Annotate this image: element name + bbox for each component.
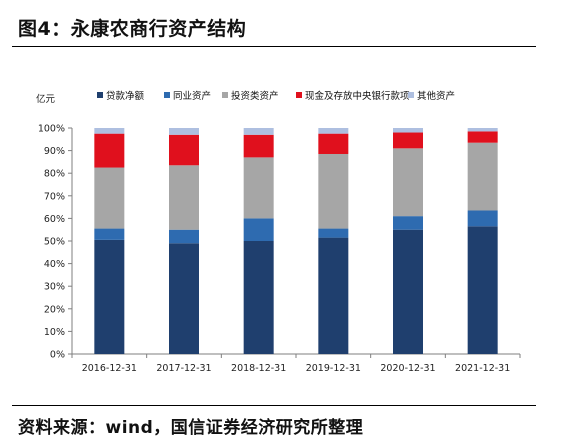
- y-tick-label: 70%: [44, 191, 65, 202]
- bar-segment: [94, 239, 125, 354]
- bar-segment: [467, 128, 498, 132]
- bar-segment: [318, 133, 349, 154]
- source-note: 资料来源：wind，国信证券经济研究所整理: [18, 418, 364, 438]
- source-rule: [12, 405, 536, 406]
- figure-title: 图4：永康农商行资产结构: [18, 18, 247, 40]
- bar-segment: [94, 133, 125, 168]
- bar-segment: [243, 134, 274, 158]
- x-tick-label: 2020-12-31: [380, 363, 435, 374]
- unit-label: 亿元: [36, 93, 56, 105]
- bar-segment: [243, 218, 274, 241]
- y-tick-label: 40%: [44, 259, 65, 270]
- legend-swatch: [408, 92, 414, 98]
- bar-segment: [467, 210, 498, 227]
- legend-label: 投资类资产: [231, 90, 279, 102]
- bar-segment: [318, 228, 349, 238]
- bar-segment: [94, 128, 125, 134]
- x-tick-label: 2021-12-31: [455, 363, 510, 374]
- bar-segment: [318, 153, 349, 229]
- legend-label: 其他资产: [417, 90, 455, 102]
- y-tick-label: 30%: [44, 282, 65, 293]
- bar-segment: [318, 237, 349, 354]
- bar-segment: [243, 157, 274, 219]
- title-rule: [12, 46, 536, 47]
- y-tick-label: 20%: [44, 304, 65, 315]
- bar-segment: [169, 229, 199, 244]
- x-tick-label: 2018-12-31: [231, 363, 286, 374]
- bar-segment: [467, 131, 498, 143]
- y-tick-label: 50%: [44, 237, 65, 248]
- bar-segment: [467, 142, 498, 211]
- x-tick-label: 2016-12-31: [82, 363, 137, 374]
- legend-swatch: [97, 92, 103, 98]
- bar-segment: [243, 128, 274, 135]
- bar-segment: [393, 229, 423, 354]
- legend-label: 贷款净额: [106, 90, 145, 102]
- legend-swatch: [296, 92, 302, 98]
- bar-segment: [94, 167, 125, 229]
- bar-segment: [243, 241, 274, 354]
- bar-segment: [169, 128, 199, 135]
- y-tick-label: 10%: [44, 327, 65, 338]
- legend-swatch: [222, 92, 228, 98]
- legend-label: 同业资产: [173, 90, 211, 102]
- x-tick-label: 2019-12-31: [306, 363, 361, 374]
- bar-segment: [393, 216, 423, 230]
- y-tick-label: 80%: [44, 169, 65, 180]
- bar-segment: [318, 128, 349, 134]
- bar-segment: [169, 134, 199, 166]
- bar-segment: [94, 228, 125, 240]
- x-tick-label: 2017-12-31: [156, 363, 211, 374]
- bar-segment: [169, 165, 199, 230]
- bar-segment: [393, 132, 423, 149]
- y-tick-label: 100%: [38, 124, 65, 135]
- bar-segment: [393, 128, 423, 133]
- bar-segment: [169, 243, 199, 354]
- legend-swatch: [164, 92, 170, 98]
- legend-label: 现金及存放中央银行款项: [305, 90, 410, 102]
- y-tick-label: 0%: [50, 350, 65, 361]
- y-tick-label: 60%: [44, 214, 65, 225]
- bar-segment: [467, 226, 498, 354]
- y-tick-label: 90%: [44, 146, 65, 157]
- bar-segment: [393, 148, 423, 217]
